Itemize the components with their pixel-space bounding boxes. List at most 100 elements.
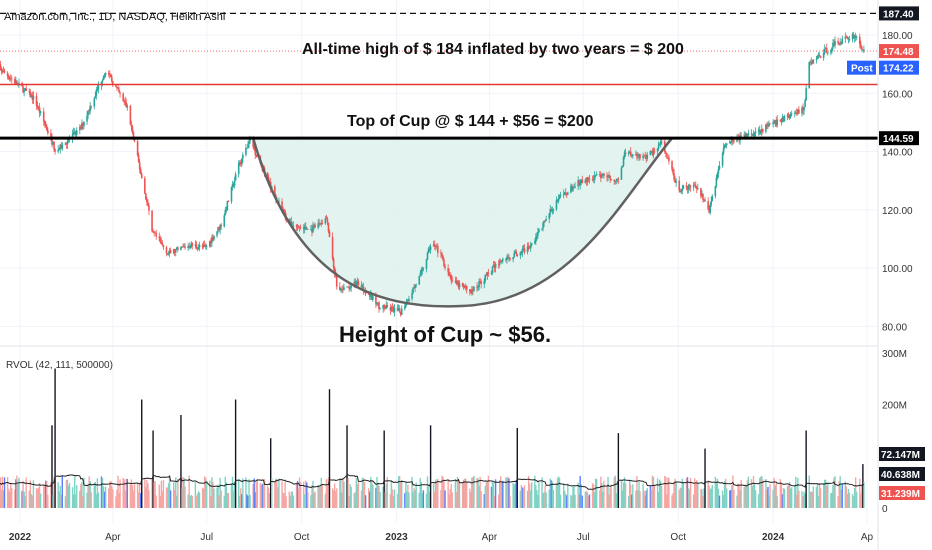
candle-body <box>125 102 128 108</box>
volume-bar <box>558 477 561 508</box>
candle-body <box>15 80 17 84</box>
candle-body <box>659 141 662 145</box>
volume-bar <box>284 481 286 508</box>
candle-body <box>519 252 522 256</box>
volume-bar <box>354 492 356 508</box>
volume-bar <box>528 483 531 508</box>
volume-bar <box>131 485 134 508</box>
candle-body <box>392 307 395 313</box>
candle-body <box>563 192 566 195</box>
candle-body <box>246 147 248 149</box>
volume-bar <box>425 493 428 508</box>
volume-bar <box>695 484 697 508</box>
candle-body <box>97 85 100 90</box>
candle-body <box>245 147 247 155</box>
candle-body <box>94 95 97 99</box>
candle-body <box>183 246 185 248</box>
candle-body <box>328 231 331 238</box>
volume-bar <box>588 494 591 508</box>
candle-body <box>505 258 507 261</box>
cup-top-value: 144.59 <box>883 134 914 145</box>
candle-body <box>686 187 689 190</box>
volume-bar <box>483 494 485 508</box>
volume-bar <box>182 476 184 508</box>
volume-bar <box>613 477 615 508</box>
candle-body <box>689 186 692 188</box>
volume-bar <box>80 484 82 508</box>
volume-bar <box>43 486 45 508</box>
candle-body <box>473 286 475 292</box>
volume-average-line <box>0 474 865 490</box>
volume-bar <box>396 493 399 508</box>
volume-bar <box>707 480 709 508</box>
candle-body <box>434 245 437 247</box>
candle-body <box>593 175 596 181</box>
candle-body <box>255 154 258 156</box>
candle-body <box>666 153 668 157</box>
volume-bar <box>447 479 449 508</box>
volume-bar <box>477 478 479 508</box>
volume-bar <box>774 485 776 508</box>
candle-body <box>210 240 212 243</box>
volume-bar <box>71 487 74 508</box>
volume-bar <box>638 481 640 508</box>
volume-bar <box>549 478 551 508</box>
candle-body <box>254 149 257 155</box>
candle-body <box>787 114 790 119</box>
volume-bar <box>718 495 721 508</box>
volume-bar <box>53 476 55 508</box>
volume-bar <box>362 478 365 508</box>
candle-body <box>51 136 53 145</box>
volume-bar <box>30 494 33 508</box>
candle-body <box>646 155 649 159</box>
volume-bar <box>815 486 818 508</box>
candle-body <box>237 163 240 175</box>
volume-bar <box>191 495 193 508</box>
volume-bar <box>118 492 120 508</box>
candle-body <box>579 181 581 186</box>
candle-body <box>65 143 68 145</box>
candle-body <box>418 276 421 285</box>
volume-bar <box>147 483 149 508</box>
candle-body <box>278 201 280 203</box>
volume-bar <box>226 492 229 508</box>
candle-body <box>797 109 799 114</box>
volume-bar <box>241 494 243 508</box>
candle-body <box>657 144 660 149</box>
candle-body <box>578 180 580 186</box>
candle-body <box>680 190 683 192</box>
volume-bar <box>88 476 90 508</box>
candle-body <box>508 258 510 260</box>
candle-body <box>774 120 776 124</box>
candle-body <box>296 225 299 227</box>
candle-body <box>421 268 424 272</box>
volume-bar <box>731 485 733 508</box>
candle-body <box>717 168 720 174</box>
candle-body <box>167 253 170 255</box>
volume-bar <box>757 494 760 508</box>
volume-bar <box>174 489 176 508</box>
volume-bar <box>863 482 865 508</box>
volume-bar <box>794 485 796 508</box>
volume-bar <box>674 478 676 508</box>
vol-avg-value: 72.147M <box>881 450 920 461</box>
volume-bar <box>104 486 107 508</box>
volume-bar <box>538 482 540 508</box>
candle-body <box>649 151 652 156</box>
candle-body <box>302 227 305 230</box>
candle-body <box>412 287 414 294</box>
candle-body <box>295 225 298 227</box>
candle-body <box>798 109 800 114</box>
candle-body <box>24 88 26 90</box>
volume-bar <box>630 484 632 508</box>
candle-body <box>679 190 682 192</box>
candle-body <box>23 88 25 93</box>
candle-body <box>9 78 12 80</box>
volume-bar <box>25 477 27 508</box>
chart-header: Amazon.com, Inc., 1D, NASDAQ, Heikin Ash… <box>4 11 225 23</box>
candle-body <box>356 281 359 284</box>
candle-body <box>500 260 503 262</box>
candle-body <box>450 275 453 281</box>
volume-bar <box>801 491 803 508</box>
volume-bar <box>501 483 503 508</box>
